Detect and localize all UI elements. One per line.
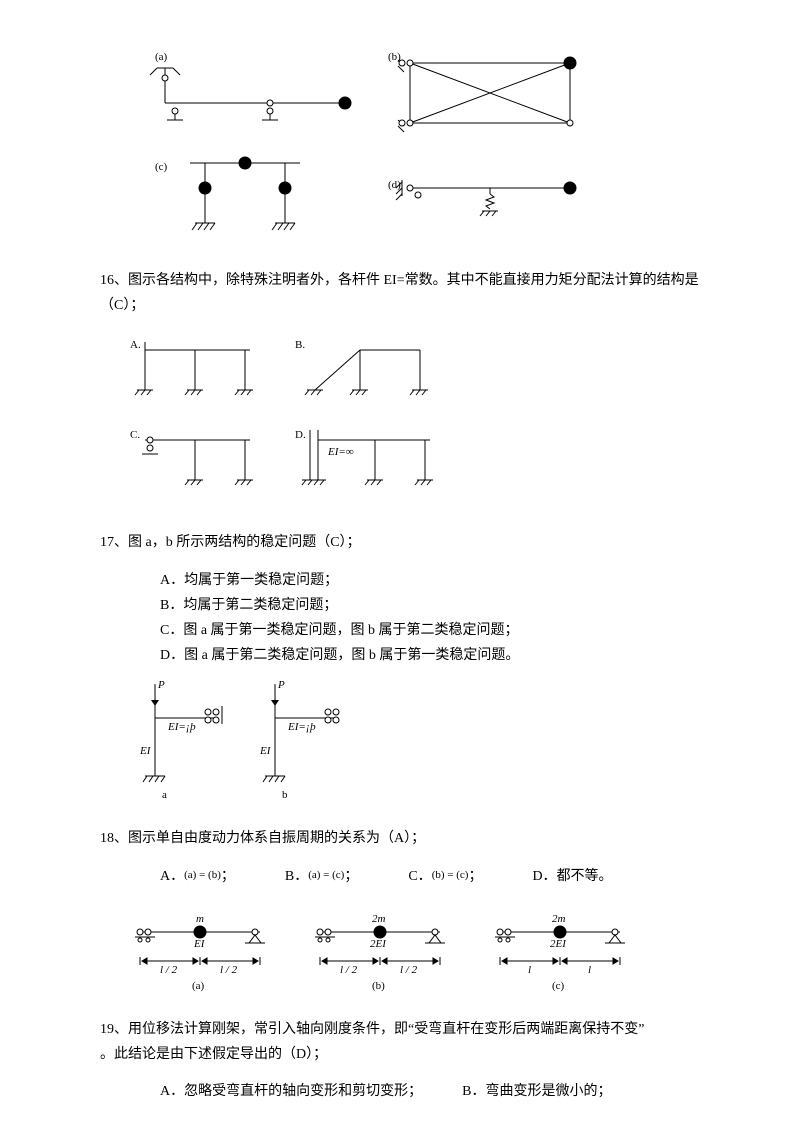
q18-l2-a2: l / 2 [220, 964, 238, 976]
question-18: 18、图示单自由度动力体系自振周期的关系为（A）； [100, 826, 700, 851]
q17-D: D．图 a 属于第二类稳定问题，图 b 属于第一类稳定问题。 [160, 643, 700, 668]
q18-D: D．都不等。 [532, 864, 612, 889]
q17-P-a: P [157, 679, 165, 691]
figure-16-svg: A. B. C. D. EI=∞ [100, 330, 520, 510]
q18-l2-b2: l / 2 [400, 964, 418, 976]
q19-text1: 19、用位移法计算刚架，常引入轴向刚度条件，即“受弯直杆在变形后两端距离保持不变… [100, 1017, 700, 1042]
q18-EI-a: EI [193, 938, 206, 950]
q18-C: C．(b) = (c)； [408, 864, 482, 889]
q16-text: 16、图示各结构中，除特殊注明者外，各杆件 EI=常数。其中不能直接用力矩分配法… [100, 273, 699, 313]
q18-m-c: 2m [552, 913, 566, 925]
question-16: 16、图示各结构中，除特殊注明者外，各杆件 EI=常数。其中不能直接用力矩分配法… [100, 268, 700, 318]
q18-A: A．(a) = (b)； [160, 864, 235, 889]
q18-EI-c: 2EI [550, 938, 567, 950]
q18-l-c2: l [588, 964, 591, 976]
q18-options: A．(a) = (b)； B．(a) = (c)； C．(b) = (c)； D… [160, 864, 700, 889]
q17-lb: b [282, 789, 288, 801]
figure-17: P EI=¡þ EI a P EI=¡þ EI b [100, 676, 700, 806]
q16-C: C. [130, 429, 140, 441]
q19-B: B．弯曲变形是微小的； [462, 1079, 611, 1104]
q18-m-a: m [196, 913, 204, 925]
q19-options: A．忽略受弯直杆的轴向变形和剪切变形； B．弯曲变形是微小的； [160, 1079, 700, 1104]
figure-15-svg: (a) (b) (c) [100, 48, 620, 248]
q18-lc: (c) [552, 980, 565, 992]
fig-a-label: (a) [155, 51, 168, 63]
figure-17-svg: P EI=¡þ EI a P EI=¡þ EI b [100, 676, 420, 806]
q18-m-b: 2m [372, 913, 386, 925]
q19-text2: 。此结论是由下述假定导出的（D）； [100, 1042, 700, 1067]
q18-l2-a1: l / 2 [160, 964, 178, 976]
q17-la: a [162, 789, 167, 801]
q16-A: A. [130, 339, 141, 351]
q18-la: (a) [192, 980, 205, 992]
q17-EIinf-b: EI=¡þ [287, 721, 316, 733]
q17-B: B．均属于第二类稳定问题； [160, 593, 700, 618]
figure-15: (a) (b) (c) [100, 48, 700, 248]
q18-lb: (b) [372, 980, 385, 992]
q17-options: A．均属于第一类稳定问题； B．均属于第二类稳定问题； C．图 a 属于第一类稳… [160, 568, 700, 669]
q18-l2-b1: l / 2 [340, 964, 358, 976]
fig-c-label: (c) [155, 161, 168, 173]
q17-C: C．图 a 属于第一类稳定问题，图 b 属于第二类稳定问题； [160, 618, 700, 643]
figure-18-svg: m EI l / 2 l / 2 (a) 2m 2EI l / 2 l / 2 … [100, 907, 660, 997]
figure-16: A. B. C. D. EI=∞ [100, 330, 700, 510]
q17-P-b: P [277, 679, 285, 691]
q16-ei-label: EI=∞ [327, 446, 354, 458]
q18-l-c1: l [528, 964, 531, 976]
q17-EI-a: EI [139, 745, 152, 757]
q16-D: D. [295, 429, 306, 441]
q16-B: B. [295, 339, 305, 351]
q19-A: A．忽略受弯直杆的轴向变形和剪切变形； [160, 1079, 422, 1104]
q17-text: 17、图 a，b 所示两结构的稳定问题（C）； [100, 535, 361, 550]
q18-text: 18、图示单自由度动力体系自振周期的关系为（A）； [100, 831, 425, 846]
q17-A: A．均属于第一类稳定问题； [160, 568, 700, 593]
q18-EI-b: 2EI [370, 938, 387, 950]
q18-B: B．(a) = (c)； [285, 864, 358, 889]
q17-EIinf-a: EI=¡þ [167, 721, 196, 733]
question-17: 17、图 a，b 所示两结构的稳定问题（C）； [100, 530, 700, 555]
figure-18: m EI l / 2 l / 2 (a) 2m 2EI l / 2 l / 2 … [100, 907, 700, 997]
question-19: 19、用位移法计算刚架，常引入轴向刚度条件，即“受弯直杆在变形后两端距离保持不变… [100, 1017, 700, 1067]
q17-EI-b: EI [259, 745, 272, 757]
